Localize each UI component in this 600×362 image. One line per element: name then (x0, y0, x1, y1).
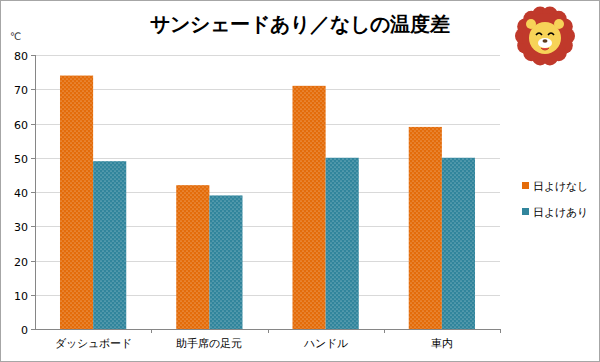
lion-muzzle (538, 38, 552, 48)
legend-label: 日よけあり (533, 206, 588, 219)
bar (93, 161, 126, 329)
legend-swatch (522, 182, 529, 189)
y-tick (31, 226, 35, 227)
bars (60, 76, 475, 329)
grid-line (35, 89, 500, 90)
x-tick (268, 329, 269, 333)
y-tick (31, 192, 35, 193)
lion-mane (522, 13, 568, 59)
lion-icon (515, 7, 575, 66)
y-tick-label: 0 (21, 324, 28, 337)
bar (409, 127, 442, 329)
x-axis-line (35, 329, 500, 330)
y-tick (31, 329, 35, 330)
lion-ear (554, 19, 564, 29)
bar (209, 195, 242, 329)
y-tick (31, 295, 35, 296)
lion-eye (536, 33, 542, 35)
bar (442, 158, 475, 329)
y-tick-label: 80 (14, 50, 28, 63)
y-tick-label: 40 (14, 187, 28, 200)
y-tick (31, 89, 35, 90)
x-tick-label: ダッシュボード (55, 337, 132, 350)
legend-swatch (522, 208, 529, 215)
grid-line (35, 55, 500, 56)
x-tick-label: 車内 (431, 337, 453, 350)
y-axis-label: ℃ (10, 31, 21, 42)
chart-container: サンシェードあり／なしの温度差 ℃ 0 10 20 30 40 50 60 70 80 ダッシュボード… (0, 0, 600, 362)
lion-ear (526, 19, 536, 29)
x-tick (500, 329, 501, 333)
chart-svg: サンシェードあり／なしの温度差 ℃ 0 10 20 30 40 50 60 70 80 ダッシュボード… (0, 0, 600, 362)
x-tick-label: ハンドル (303, 337, 348, 350)
bar (176, 185, 209, 329)
bar (292, 86, 325, 329)
grid-line (35, 124, 500, 125)
x-tick (384, 329, 385, 333)
chart-frame (1, 1, 600, 362)
y-tick (31, 55, 35, 56)
y-tick-label: 70 (14, 84, 28, 97)
legend-label: 日よけなし (533, 180, 588, 193)
y-tick-label: 20 (14, 256, 28, 269)
y-tick-label: 60 (14, 119, 28, 132)
grid-line (35, 329, 500, 330)
y-tick (31, 261, 35, 262)
y-tick (31, 158, 35, 159)
chart-title: サンシェードあり／なしの温度差 (150, 12, 450, 36)
lion-nose (543, 39, 548, 43)
bar (60, 76, 93, 329)
y-axis-line (35, 55, 36, 329)
y-tick-label: 50 (14, 153, 28, 166)
y-tick (31, 124, 35, 125)
lion-mouth (541, 48, 549, 50)
lion-eye (548, 33, 554, 35)
x-tick-label: 助手席の足元 (176, 337, 242, 350)
y-tick-label: 10 (14, 290, 28, 303)
x-tick (151, 329, 152, 333)
y-tick-label: 30 (14, 221, 28, 234)
bar (326, 158, 359, 329)
